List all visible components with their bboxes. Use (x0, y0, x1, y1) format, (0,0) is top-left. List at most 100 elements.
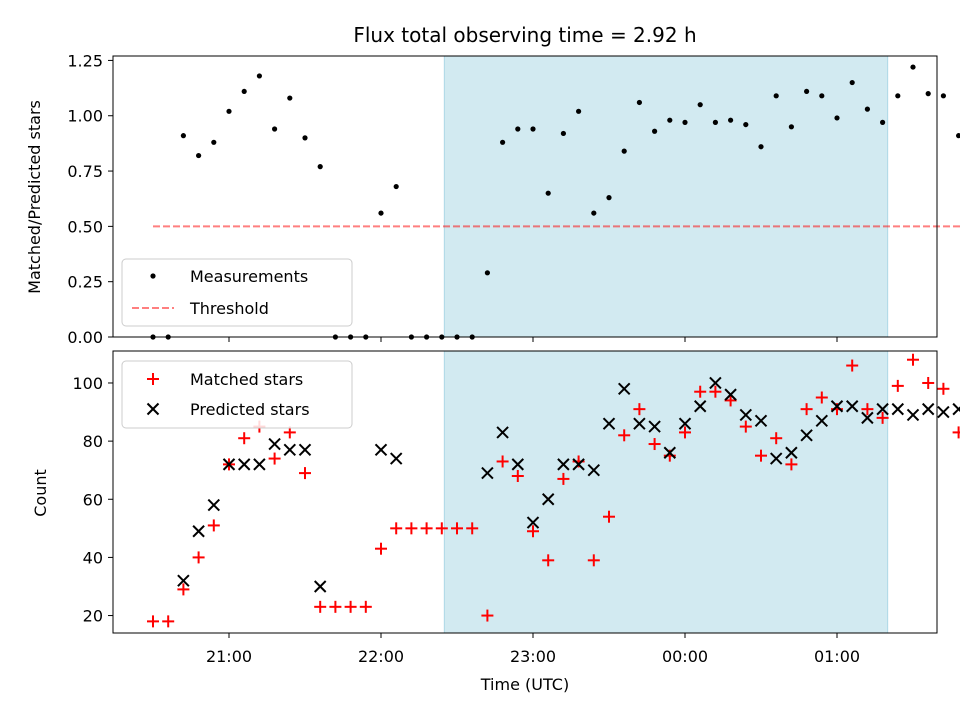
legend-measurements-label: Measurements (190, 267, 308, 286)
predicted-point-b (785, 446, 798, 459)
ratio-legend-box (121, 258, 353, 327)
legend-predicted-label: Predicted stars (190, 400, 310, 419)
predicted-point-b (374, 443, 388, 457)
predicted-point (876, 402, 889, 416)
predicted-point-b (283, 443, 297, 457)
matched-point (466, 522, 479, 535)
matched-point (846, 359, 859, 372)
count-y-tick-label: 40 (83, 548, 103, 567)
matched-point (633, 403, 646, 416)
measurement-point (317, 164, 323, 170)
count-y-ticks: 20 40 60 80 100 (72, 374, 113, 626)
predicted-point (557, 458, 570, 471)
predicted-point (937, 405, 950, 419)
predicted-point (313, 580, 327, 593)
matched-point (435, 522, 448, 535)
matched-point (755, 449, 767, 462)
top-shade-band (443, 55, 889, 338)
measurement-point (196, 152, 202, 159)
measurement-point (895, 93, 901, 99)
measurement-point (484, 270, 490, 276)
matched-point (207, 519, 220, 532)
legend-threshold-label: Threshold (189, 299, 269, 318)
measurement-point (652, 128, 658, 134)
measurement-point (256, 73, 262, 79)
measurement-point (576, 108, 582, 114)
matched-point (329, 600, 342, 613)
matched-point (511, 470, 524, 483)
predicted-point-b (572, 458, 585, 471)
matched-point (542, 554, 555, 567)
ratio-y-axis-label: Matched/Predicted stars (25, 100, 44, 294)
predicted-point-b (754, 414, 768, 427)
matched-point (496, 455, 509, 468)
matched-point (785, 458, 798, 471)
measurement-point (712, 119, 719, 125)
predicted-point-b (876, 402, 889, 416)
predicted-point (617, 382, 631, 396)
predicted-point-b (906, 408, 920, 422)
measurement-point (636, 99, 643, 106)
matched-point (907, 353, 919, 366)
measurement-point (500, 139, 506, 145)
predicted-point (389, 452, 403, 465)
matched-point (679, 426, 691, 439)
predicted-point (739, 408, 753, 422)
measurement-point (682, 119, 688, 125)
measurement-point (287, 95, 293, 101)
measurement-point (880, 119, 886, 125)
predicted-point-b (587, 463, 601, 477)
predicted-point (815, 414, 829, 427)
measurement-point (925, 91, 931, 97)
matched-point (861, 403, 874, 416)
predicted-point-b (693, 400, 707, 413)
matched-point (891, 379, 904, 392)
legend-measurements-marker (150, 273, 156, 279)
predicted-point-b (952, 406, 960, 416)
predicted-point-b (253, 458, 266, 471)
predicted-point (268, 437, 281, 451)
measurement-point (804, 88, 810, 95)
measurement-point (743, 121, 749, 128)
measurement-point (378, 210, 384, 216)
ratio-y-tick-label: 0.75 (67, 162, 103, 181)
predicted-point-b (268, 437, 281, 451)
measurement-point (697, 102, 703, 108)
matched-point (648, 438, 661, 451)
legend-matched-marker (147, 373, 159, 385)
measurement-point (819, 93, 825, 99)
predicted-point-b (724, 388, 737, 401)
measurement-point (606, 195, 612, 201)
predicted-point (785, 446, 798, 459)
legend-matched-label: Matched stars (190, 370, 303, 389)
predicted-point (769, 452, 783, 465)
predicted-point (754, 414, 768, 427)
predicted-point-b (298, 443, 312, 457)
ratio-panel-frame (112, 55, 938, 338)
measurement-point (560, 130, 567, 137)
predicted-point (693, 400, 707, 413)
predicted-point (222, 458, 236, 471)
predicted-point (526, 516, 540, 529)
count-x-tick-label: 21:00 (206, 647, 252, 666)
matched-point (587, 554, 600, 567)
measurement-points (150, 64, 960, 340)
count-y-axis-label: Count (31, 469, 50, 517)
predicted-point (481, 466, 494, 480)
predicted-point (374, 443, 388, 457)
measurement-point (530, 126, 536, 132)
count-x-tick-label: 01:00 (814, 647, 860, 666)
matched-point (344, 600, 357, 613)
predicted-point-b (541, 493, 555, 506)
predicted-point-b (192, 525, 205, 538)
predicted-point (724, 388, 737, 401)
measurement-point (591, 210, 597, 216)
predicted-point (891, 402, 905, 416)
predicted-point (496, 426, 509, 439)
matched-point (375, 542, 387, 555)
count-x-tick-label: 23:00 (510, 647, 556, 666)
predicted-point-b (237, 458, 251, 471)
count-y-tick-label: 20 (83, 607, 103, 626)
predicted-point (906, 408, 920, 422)
measurement-point (241, 88, 247, 95)
